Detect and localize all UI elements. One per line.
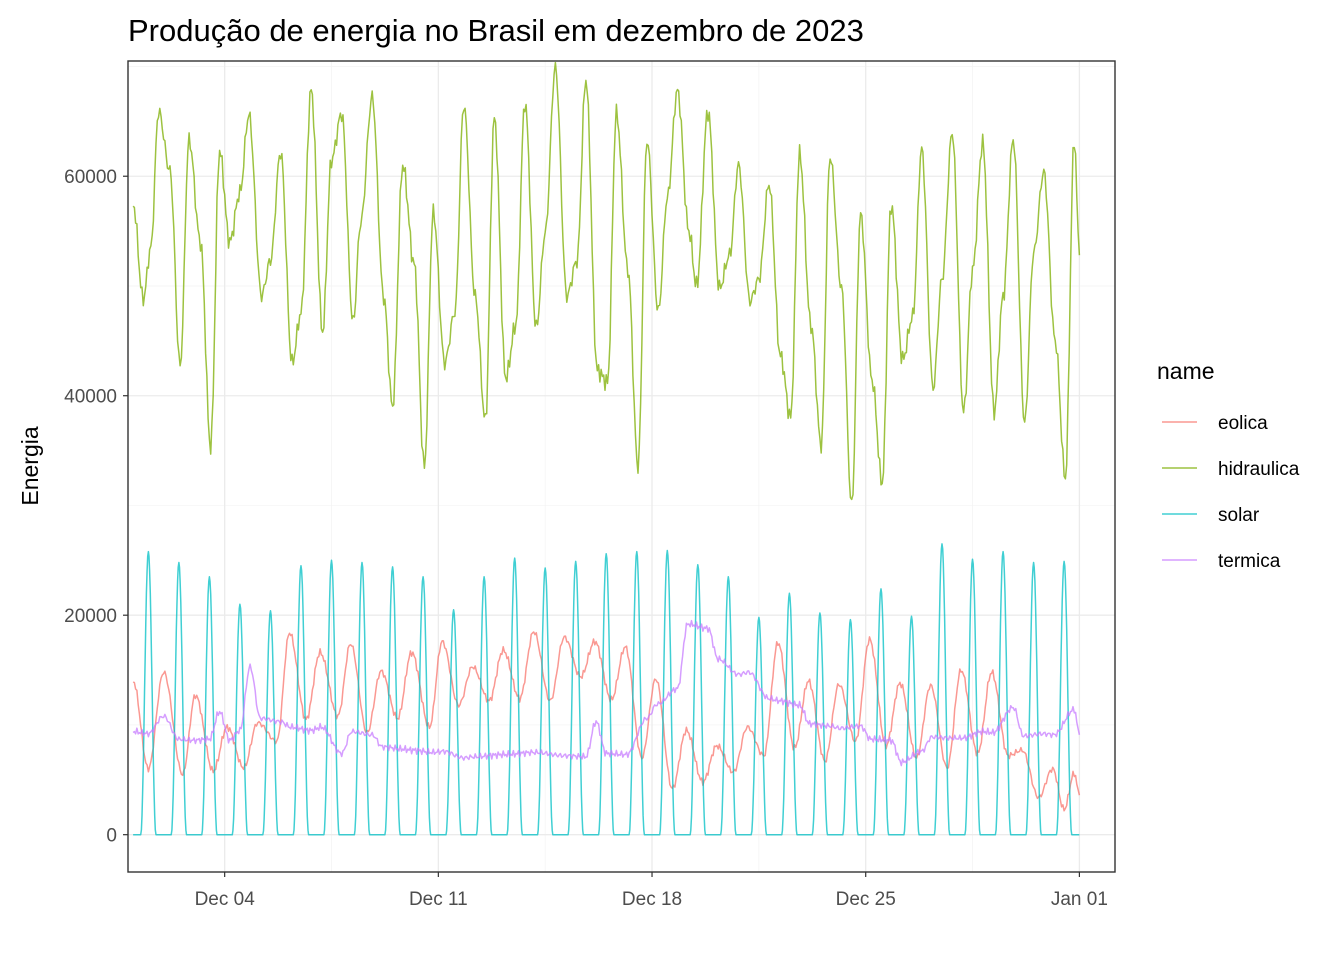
series-line-solar	[132, 543, 1080, 836]
y-axis: 0 20000 40000 60000	[64, 167, 128, 847]
x-tick-label: Dec 11	[409, 889, 468, 910]
y-tick-label: 40000	[64, 387, 117, 408]
grid-lines	[128, 61, 1115, 872]
y-tick-label: 20000	[64, 606, 117, 627]
plot-panel-border	[127, 60, 1116, 873]
legend-items: eolica hidraulica solar termica	[1162, 413, 1300, 572]
x-tick-label: Dec 18	[622, 889, 682, 910]
y-tick-label: 0	[106, 826, 117, 847]
legend-label-solar: solar	[1218, 505, 1260, 526]
series-line-hidraulica	[132, 61, 1081, 501]
legend-label-termica: termica	[1218, 551, 1281, 572]
x-axis: Dec 04 Dec 11 Dec 18 Dec 25 Jan 01	[195, 872, 1108, 910]
series-line-eolica	[132, 631, 1081, 812]
legend: name eolica hidraulica solar termica	[1157, 358, 1300, 572]
x-tick-label: Dec 25	[836, 889, 896, 910]
x-tick-label: Jan 01	[1051, 889, 1108, 910]
y-tick-label: 60000	[64, 167, 117, 188]
series-layer	[132, 61, 1081, 836]
series-line-termica	[132, 619, 1081, 767]
chart-title: Produção de energia no Brasil em dezembr…	[128, 13, 864, 48]
y-axis-title: Energia	[17, 426, 43, 505]
x-tick-label: Dec 04	[195, 889, 256, 910]
legend-label-hidraulica: hidraulica	[1218, 459, 1300, 480]
legend-label-eolica: eolica	[1218, 413, 1268, 434]
legend-title: name	[1157, 358, 1215, 384]
